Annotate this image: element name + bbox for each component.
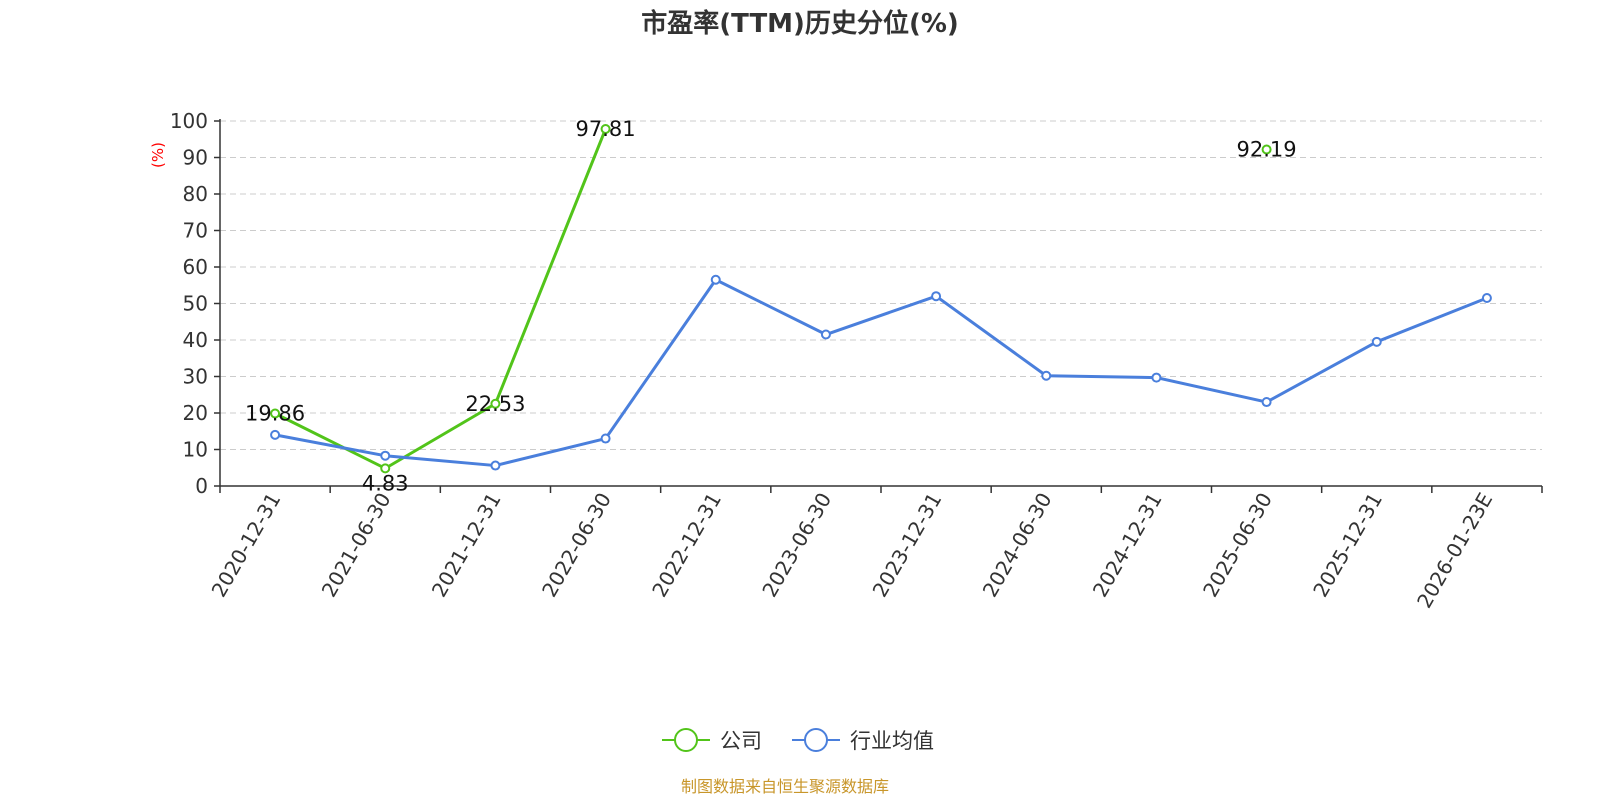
axes: 0 10 20 30 40 50 60 70 80 90 100 2020-12-31 2021-06-… [170, 109, 1543, 613]
x-tick-label: 2022-06-30 [537, 489, 616, 602]
chart-title: 市盈率(TTM)历史分位(%) [641, 8, 959, 39]
x-tick-label: 2020-12-31 [207, 489, 286, 602]
data-point [1151, 372, 1162, 383]
series-line-1 [274, 278, 1488, 468]
x-tick-label: 2024-12-31 [1088, 489, 1167, 602]
y-tick-label: 30 [183, 365, 208, 389]
data-label: 97.81 [576, 117, 636, 141]
legend-marker [804, 728, 828, 752]
y-tick-label: 70 [183, 219, 208, 243]
y-tick-label: 40 [183, 328, 208, 352]
source-note: 制图数据来自恒生聚源数据库 [681, 777, 889, 796]
data-point [1041, 370, 1052, 381]
x-tick-label: 2026-01-23E [1412, 489, 1497, 613]
y-tick-label: 50 [183, 292, 208, 316]
legend-label: 行业均值 [850, 729, 934, 753]
data-labels: 19.86 4.83 22.53 97.81 92.19 [245, 117, 1297, 495]
legend-marker [674, 728, 698, 752]
data-point [600, 433, 611, 444]
legend-label: 公司 [720, 729, 762, 753]
y-tick-label: 60 [183, 255, 208, 279]
series-layer [270, 123, 1492, 474]
data-point [1261, 397, 1272, 408]
data-point [380, 450, 391, 461]
x-tick-label: 2022-12-31 [647, 489, 726, 602]
data-point [600, 123, 611, 134]
data-point [380, 463, 391, 474]
data-point [490, 460, 501, 471]
legend[interactable]: 公司 行业均值 [662, 728, 934, 753]
x-tick-label: 2023-06-30 [757, 489, 836, 602]
x-tick-label: 2025-12-31 [1308, 489, 1387, 602]
y-tick-label: 80 [183, 182, 208, 206]
data-label: 92.19 [1237, 138, 1297, 162]
data-point [710, 274, 721, 285]
y-tick-label: 100 [170, 109, 208, 133]
x-tick-label: 2024-06-30 [978, 489, 1057, 602]
data-label: 22.53 [465, 392, 525, 416]
y-tick-label: 90 [183, 146, 208, 170]
data-label: 4.83 [362, 471, 409, 495]
grid-lines [220, 120, 1542, 450]
x-tick-label: 2023-12-31 [868, 488, 947, 601]
series-line-0 [275, 129, 1267, 468]
legend-item-1[interactable]: 行业均值 [792, 728, 934, 753]
y-tick-label: 10 [183, 438, 208, 462]
y-tick-label: 0 [195, 474, 208, 498]
data-point [820, 329, 831, 340]
x-tick-label: 2021-12-31 [427, 488, 506, 601]
data-point [931, 291, 942, 302]
data-label: 19.86 [245, 402, 305, 426]
data-point [1261, 144, 1272, 155]
data-point [270, 408, 281, 419]
data-point [1481, 293, 1492, 304]
y-tick-label: 20 [183, 401, 208, 425]
y-axis-label: (%) [149, 142, 167, 168]
x-tick-label: 2025-06-30 [1198, 489, 1277, 602]
data-point [270, 429, 281, 440]
x-tick-label: 2021-06-30 [317, 489, 396, 602]
data-point [490, 398, 501, 409]
data-point [1371, 336, 1382, 347]
legend-item-0[interactable]: 公司 [662, 728, 762, 753]
